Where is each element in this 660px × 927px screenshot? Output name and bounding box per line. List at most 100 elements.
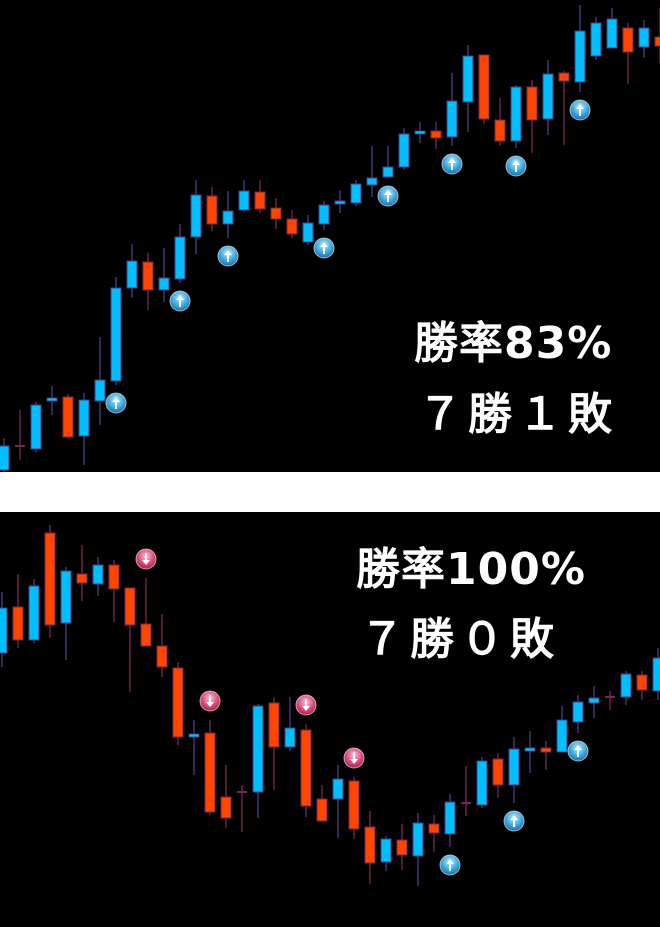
candle-body — [206, 195, 218, 225]
candle — [556, 706, 568, 753]
candle — [300, 724, 312, 817]
candle — [94, 337, 106, 425]
candle-body — [476, 760, 488, 806]
candle-body — [380, 838, 392, 863]
top-candlestick-chart — [0, 5, 660, 472]
buy-signal-up-arrow-icon — [217, 245, 239, 267]
candle — [494, 98, 506, 146]
candle — [142, 253, 154, 310]
candle — [30, 402, 42, 452]
candle — [478, 54, 490, 124]
candle — [110, 277, 122, 385]
candle-body — [654, 36, 660, 47]
candle-body — [126, 260, 138, 289]
buy-signal-up-arrow-icon — [503, 810, 525, 832]
candle-body — [220, 796, 232, 819]
candle-body — [508, 748, 520, 786]
candle — [76, 545, 88, 601]
buy-signal-up-arrow-icon — [439, 854, 461, 876]
candle — [15, 410, 25, 460]
candle-body — [284, 727, 296, 748]
candle — [332, 765, 344, 838]
candle — [334, 190, 346, 213]
candle — [302, 215, 314, 245]
candle-body — [28, 585, 40, 641]
candle — [254, 180, 266, 213]
bottom-win-rate: 勝率100% — [356, 544, 586, 595]
candle-body — [588, 697, 600, 704]
candle-body — [542, 73, 554, 120]
candle — [430, 122, 442, 149]
candle — [508, 737, 520, 803]
buy-signal-up-arrow-icon — [505, 155, 527, 177]
candle-body — [494, 119, 506, 142]
candle-body — [318, 204, 330, 225]
candle — [620, 671, 632, 705]
candle-body — [396, 839, 408, 856]
candle-body — [60, 570, 72, 624]
candle-body — [94, 379, 106, 402]
candle-body — [510, 86, 522, 142]
candle — [237, 785, 247, 832]
candle — [316, 785, 328, 822]
candle — [446, 73, 458, 146]
candle — [108, 560, 120, 622]
candle — [252, 704, 264, 818]
candle-body — [348, 780, 360, 830]
candle-body — [108, 564, 120, 590]
bottom-candlestick-chart — [0, 525, 660, 886]
candle-body — [172, 667, 184, 738]
candle-body — [124, 587, 136, 626]
candle-body — [12, 606, 24, 641]
candle-body — [412, 822, 424, 857]
candle — [204, 720, 216, 815]
candle — [350, 180, 362, 206]
candle — [286, 210, 298, 238]
candle-body — [190, 194, 202, 238]
candle — [12, 574, 24, 648]
buy-signal-up-arrow-icon — [569, 99, 591, 121]
candle-body — [30, 404, 42, 450]
candle-body — [364, 826, 376, 864]
candle — [540, 741, 552, 770]
candle — [270, 198, 282, 229]
candle-body — [526, 86, 538, 121]
candle-body — [222, 210, 234, 225]
candle-body — [174, 236, 186, 280]
candle — [238, 180, 250, 212]
buy-signal-up-arrow-icon — [377, 185, 399, 207]
candle — [366, 146, 378, 197]
candle — [60, 567, 72, 660]
candle — [542, 60, 554, 135]
candle — [222, 191, 234, 238]
candle-body — [44, 532, 56, 626]
candle-body — [382, 166, 394, 178]
candle-body — [254, 191, 266, 210]
candle-body — [428, 823, 440, 834]
candle-body — [622, 27, 634, 53]
buy-signal-up-arrow-icon — [313, 237, 335, 259]
candle — [380, 836, 392, 871]
candle-body — [110, 287, 122, 382]
sell-signal-down-arrow-icon — [199, 690, 221, 712]
bottom-chart-panel: 勝率100% ７勝０敗 — [0, 512, 660, 927]
candle — [124, 587, 136, 692]
candle — [652, 648, 660, 700]
sell-signal-down-arrow-icon — [135, 548, 157, 570]
candle — [398, 128, 410, 170]
candle — [572, 695, 584, 733]
candle-body — [366, 177, 378, 186]
candle — [638, 20, 650, 58]
candle — [428, 815, 440, 852]
candle-body — [252, 705, 264, 793]
candle — [574, 5, 586, 92]
top-chart-panel: 勝率83% ７勝１敗 — [0, 0, 660, 472]
candle-body — [606, 18, 618, 49]
candle — [268, 697, 280, 790]
buy-signal-up-arrow-icon — [567, 740, 589, 762]
candle — [364, 811, 376, 884]
candle — [462, 45, 474, 132]
candle-body — [300, 729, 312, 807]
candle-body — [652, 657, 660, 692]
candle-body — [204, 732, 216, 813]
